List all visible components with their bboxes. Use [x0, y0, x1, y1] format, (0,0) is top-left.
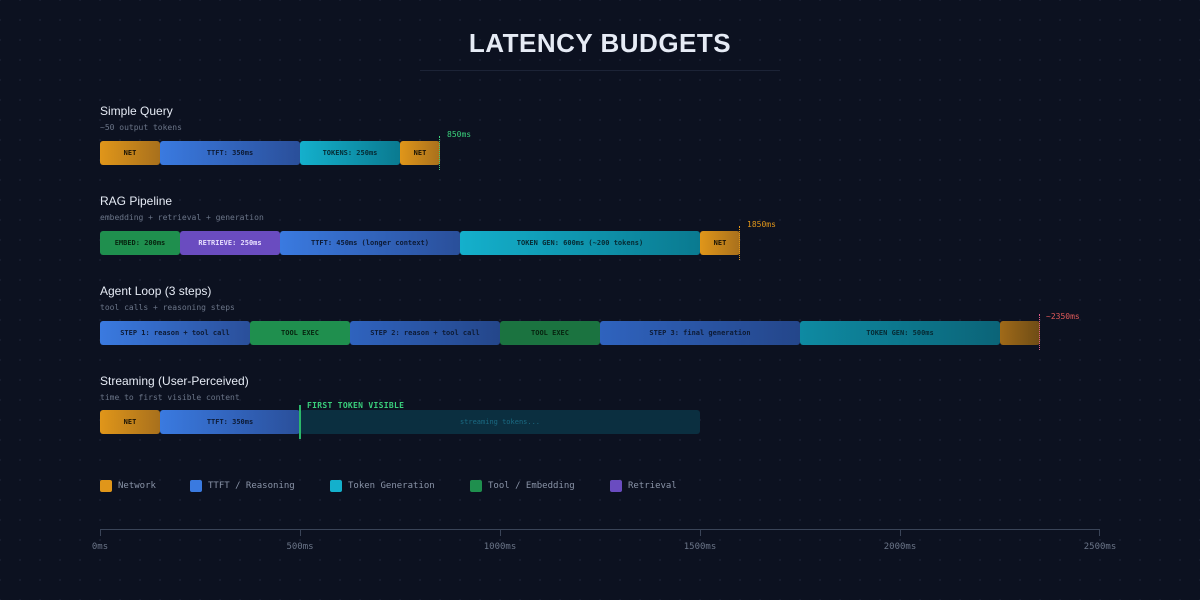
total-label-rag-pipeline: 1850ms [747, 220, 776, 229]
section-title-streaming: Streaming (User-Perceived) [100, 374, 249, 388]
axis-tick-label: 0ms [91, 542, 109, 552]
bar-segment-net: NET [400, 141, 440, 165]
legend-item-ttft: TTFT / Reasoning [190, 480, 295, 492]
legend-label: Retrieval [628, 481, 677, 491]
axis-tick-label: 1500ms [683, 542, 717, 552]
section-subtitle-simple-query: ~50 output tokens [100, 123, 182, 132]
legend-label: TTFT / Reasoning [208, 481, 295, 491]
legend-swatch-token-generation [330, 480, 342, 492]
bar-segment-embed: EMBED: 200ms [100, 231, 180, 255]
axis-tick-label: 2000ms [883, 542, 917, 552]
total-marker-line [1039, 314, 1040, 350]
legend-item-network: Network [100, 480, 156, 492]
axis-tick-label: 2500ms [1083, 542, 1117, 552]
section-subtitle-streaming: time to first visible content [100, 393, 240, 402]
legend-label: Token Generation [348, 481, 435, 491]
legend-swatch-tool-embedding [470, 480, 482, 492]
bar-segment-tool-exec: TOOL EXEC [500, 321, 600, 345]
bar-segment-ttft: TTFT: 350ms [160, 410, 300, 434]
section-subtitle-rag-pipeline: embedding + retrieval + generation [100, 213, 264, 222]
bar-segment-streaming: streaming tokens... [300, 410, 700, 434]
bar-segment-step-1: STEP 1: reason + tool call [100, 321, 250, 345]
bar-segment-net [1000, 321, 1040, 345]
axis-tick [300, 529, 301, 536]
total-label-simple-query: 850ms [447, 130, 472, 139]
bar-segment-net: NET [100, 141, 160, 165]
section-subtitle-agent-loop: tool calls + reasoning steps [100, 303, 235, 312]
bar-segment-step-3: STEP 3: final generation [600, 321, 800, 345]
legend-swatch-network [100, 480, 112, 492]
axis-tick [1099, 529, 1100, 536]
legend-item-retrieval: Retrieval [610, 480, 677, 492]
legend-label: Network [118, 481, 156, 491]
section-title-rag-pipeline: RAG Pipeline [100, 194, 173, 208]
bar-segment-net: NET [700, 231, 740, 255]
bar-segment-tokens: TOKENS: 250ms [300, 141, 400, 165]
bar-segment-net: NET [100, 410, 160, 434]
total-marker-line [439, 136, 440, 170]
section-title-simple-query: Simple Query [100, 104, 173, 118]
total-marker-line [739, 226, 740, 260]
axis-tick-label: 1000ms [483, 542, 517, 552]
axis-tick [100, 529, 101, 536]
section-title-agent-loop: Agent Loop (3 steps) [100, 284, 212, 298]
axis-tick [500, 529, 501, 536]
first-token-label: FIRST TOKEN VISIBLE [307, 401, 405, 410]
legend-label: Tool / Embedding [488, 481, 575, 491]
legend-item-token-generation: Token Generation [330, 480, 435, 492]
bar-segment-ttft: TTFT: 450ms (longer context) [280, 231, 460, 255]
legend-swatch-ttft [190, 480, 202, 492]
bar-segment-token-gen: TOKEN GEN: 600ms (~200 tokens) [460, 231, 700, 255]
bar-segment-token-gen: TOKEN GEN: 500ms [800, 321, 1000, 345]
title-divider [420, 70, 780, 71]
axis-tick-label: 500ms [286, 542, 314, 552]
axis-tick [900, 529, 901, 536]
bar-segment-retrieve: RETRIEVE: 250ms [180, 231, 280, 255]
bar-segment-tool-exec: TOOL EXEC [250, 321, 350, 345]
total-label-agent-loop: ~2350ms [1046, 312, 1080, 321]
axis-tick [700, 529, 701, 536]
first-token-marker [299, 405, 301, 439]
x-axis [100, 529, 1100, 530]
legend-item-tool-embedding: Tool / Embedding [470, 480, 575, 492]
legend-swatch-retrieval [610, 480, 622, 492]
bar-segment-step-2: STEP 2: reason + tool call [350, 321, 500, 345]
page-title: LATENCY BUDGETS [468, 28, 732, 58]
bar-segment-ttft: TTFT: 350ms [160, 141, 300, 165]
